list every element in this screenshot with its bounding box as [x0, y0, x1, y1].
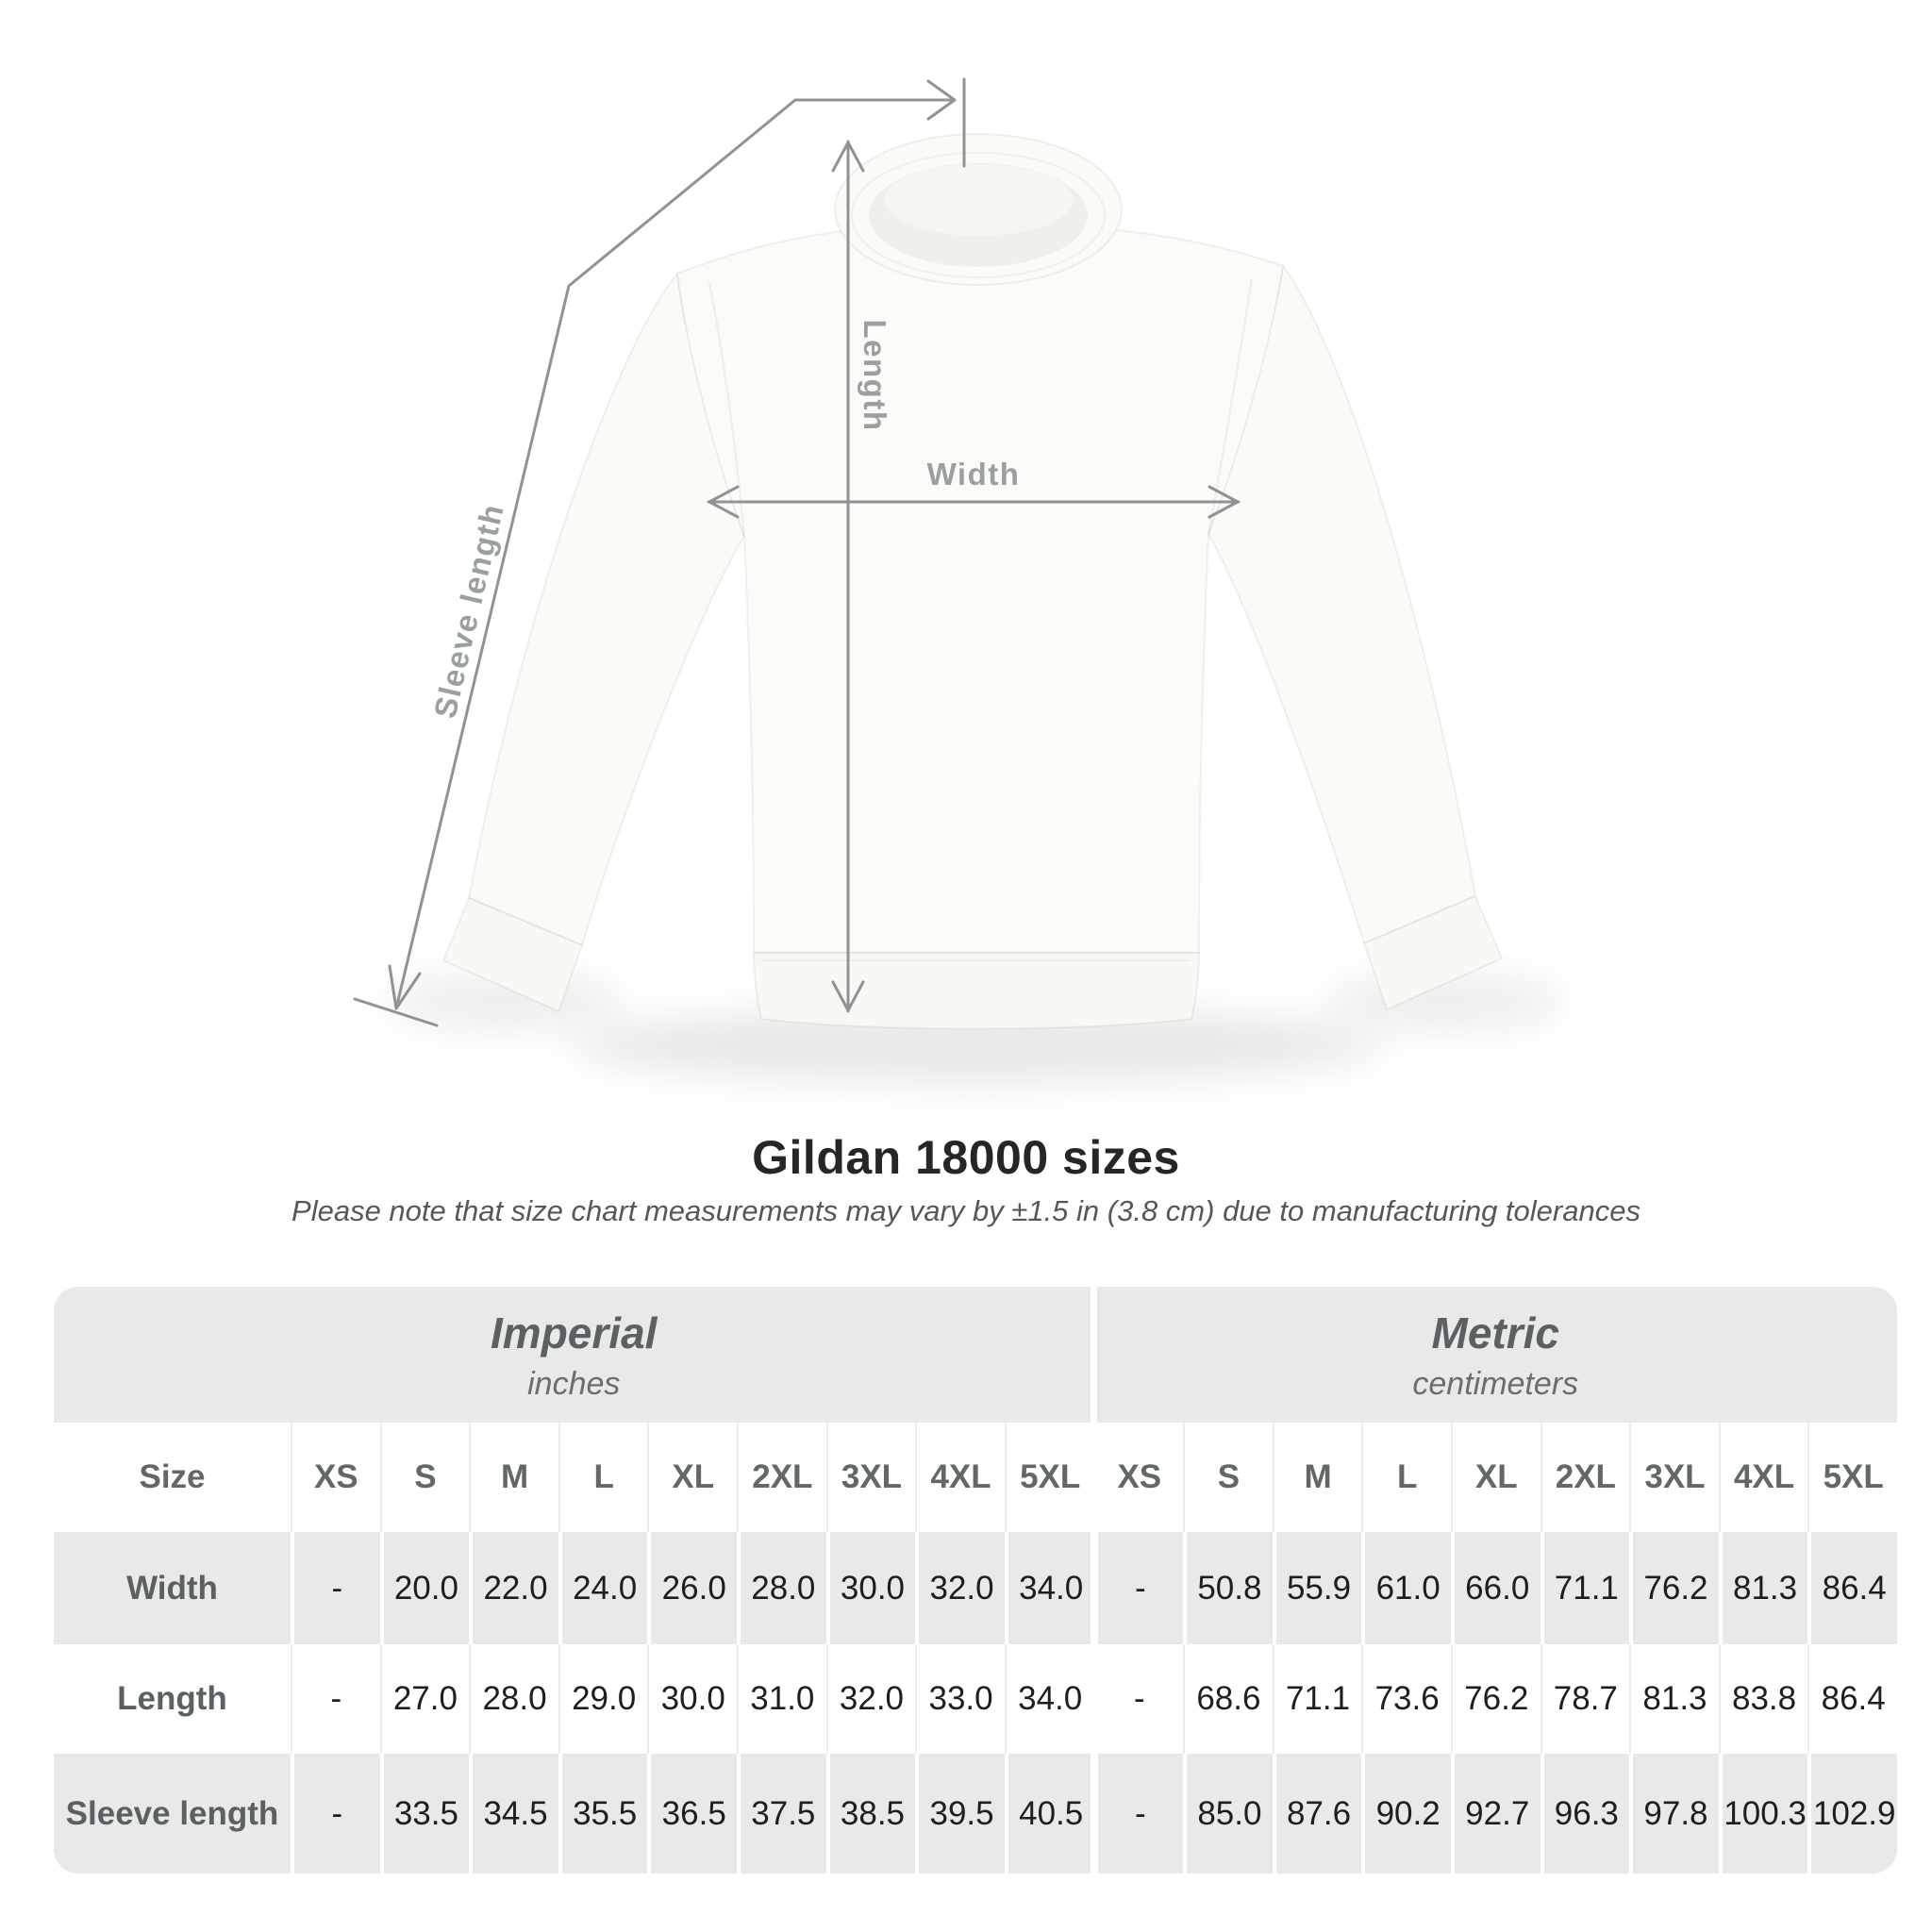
value-cell-metric: - [1093, 1532, 1184, 1644]
column-header-metric-size: 5XL [1807, 1423, 1897, 1532]
width-label: Width [927, 457, 1021, 491]
value-cell-imperial: 34.0 [1004, 1532, 1094, 1644]
value-cell-imperial: 20.0 [379, 1532, 470, 1644]
column-header-metric-size: L [1361, 1423, 1451, 1532]
value-cell-metric: 76.2 [1629, 1532, 1719, 1644]
value-cell-metric: 68.6 [1183, 1644, 1273, 1754]
value-cell-metric: 71.1 [1272, 1644, 1362, 1754]
imperial-title: Imperial [491, 1307, 658, 1357]
value-cell-metric: 96.3 [1540, 1754, 1630, 1874]
value-cell-imperial: 28.0 [737, 1532, 826, 1644]
value-cell-imperial: 24.0 [558, 1532, 648, 1644]
column-header-imperial-size: S [379, 1423, 470, 1532]
value-cell-metric: - [1093, 1644, 1184, 1754]
length-arrow: Length [831, 140, 892, 1013]
value-cell-metric: 102.9 [1807, 1754, 1897, 1874]
width-arrow: Width [707, 457, 1241, 519]
column-header-metric-size: M [1272, 1423, 1362, 1532]
imperial-section-header: Imperial inches [54, 1287, 1094, 1423]
value-cell-imperial: 28.0 [469, 1644, 558, 1754]
value-cell-metric: 90.2 [1361, 1754, 1451, 1874]
value-cell-metric: 86.4 [1807, 1644, 1897, 1754]
value-cell-metric: - [1093, 1754, 1184, 1874]
value-cell-imperial: 31.0 [737, 1644, 826, 1754]
value-cell-imperial: 34.5 [469, 1754, 558, 1874]
value-cell-metric: 85.0 [1183, 1754, 1273, 1874]
value-cell-metric: 76.2 [1450, 1644, 1541, 1754]
value-cell-metric: 83.8 [1718, 1644, 1808, 1754]
column-header-metric-size: XL [1450, 1423, 1541, 1532]
value-cell-metric: 86.4 [1807, 1532, 1897, 1644]
value-cell-metric: 50.8 [1183, 1532, 1273, 1644]
value-cell-imperial: 29.0 [558, 1644, 648, 1754]
value-cell-imperial: 40.5 [1004, 1754, 1094, 1874]
page-title: Gildan 18000 sizes [752, 1131, 1180, 1184]
value-cell-imperial: - [291, 1532, 380, 1644]
column-header-metric-size: XS [1093, 1423, 1184, 1532]
value-cell-metric: 87.6 [1272, 1754, 1362, 1874]
imperial-unit: inches [527, 1365, 621, 1402]
sleeve-length-label: Sleeve length [427, 500, 510, 722]
column-header-metric-size: 2XL [1540, 1423, 1630, 1532]
metric-title: Metric [1431, 1307, 1559, 1357]
metric-section-header: Metric centimeters [1093, 1287, 1897, 1423]
tolerance-note: Please note that size chart measurements… [291, 1194, 1641, 1227]
row-label: Sleeve length [54, 1754, 291, 1874]
size-table-grid: Imperial inches Metric centimeters Size X… [54, 1287, 1897, 1874]
value-cell-metric: 78.7 [1540, 1644, 1630, 1754]
value-cell-imperial: 37.5 [737, 1754, 826, 1874]
column-header-size: Size [139, 1458, 206, 1495]
value-cell-metric: 92.7 [1450, 1754, 1541, 1874]
metric-unit: centimeters [1412, 1365, 1579, 1402]
value-cell-imperial: 33.5 [379, 1754, 470, 1874]
value-cell-imperial: 38.5 [825, 1754, 916, 1874]
value-cell-imperial: 27.0 [379, 1644, 470, 1754]
row-label: Width [54, 1532, 291, 1644]
column-header-metric-size: S [1183, 1423, 1273, 1532]
value-cell-imperial: 32.0 [825, 1644, 916, 1754]
value-cell-metric: 81.3 [1718, 1532, 1808, 1644]
column-header-imperial-size: 3XL [825, 1423, 916, 1532]
value-cell-imperial: 36.5 [647, 1754, 738, 1874]
value-cell-metric: 97.8 [1629, 1754, 1719, 1874]
column-header-imperial-size: XS [291, 1423, 380, 1532]
value-cell-metric: 73.6 [1361, 1644, 1451, 1754]
column-header-imperial-size: 5XL [1004, 1423, 1094, 1532]
value-cell-imperial: 35.5 [558, 1754, 648, 1874]
value-cell-imperial: - [291, 1644, 380, 1754]
value-cell-metric: 100.3 [1718, 1754, 1808, 1874]
value-cell-imperial: 34.0 [1004, 1644, 1094, 1754]
column-header-imperial-size: XL [647, 1423, 737, 1532]
row-label: Length [117, 1680, 227, 1717]
column-header-metric-size: 4XL [1718, 1423, 1808, 1532]
value-cell-imperial: 22.0 [469, 1532, 558, 1644]
value-cell-imperial: 30.0 [825, 1532, 916, 1644]
value-cell-imperial: 33.0 [915, 1644, 1005, 1754]
column-header-imperial-size: 2XL [737, 1423, 826, 1532]
sweatshirt-diagram: Sleeve length Length Width [353, 77, 1563, 1083]
value-cell-metric: 55.9 [1272, 1532, 1362, 1644]
value-cell-imperial: - [291, 1754, 380, 1874]
column-header-metric-size: 3XL [1629, 1423, 1719, 1532]
column-header-imperial-size: 4XL [915, 1423, 1005, 1532]
value-cell-imperial: 39.5 [915, 1754, 1005, 1874]
value-cell-imperial: 26.0 [647, 1532, 738, 1644]
imperial-metric-divider [1091, 1287, 1097, 1874]
value-cell-metric: 61.0 [1361, 1532, 1451, 1644]
value-cell-metric: 66.0 [1450, 1532, 1541, 1644]
value-cell-metric: 71.1 [1540, 1532, 1630, 1644]
value-cell-imperial: 30.0 [647, 1644, 737, 1754]
value-cell-imperial: 32.0 [915, 1532, 1005, 1644]
column-header-imperial-size: M [469, 1423, 558, 1532]
column-header-imperial-size: L [558, 1423, 648, 1532]
sweatshirt-illustration [442, 133, 1503, 1030]
value-cell-metric: 81.3 [1629, 1644, 1719, 1754]
length-label: Length [858, 320, 892, 432]
size-table: Imperial inches Metric centimeters Size X… [54, 1287, 1897, 1874]
